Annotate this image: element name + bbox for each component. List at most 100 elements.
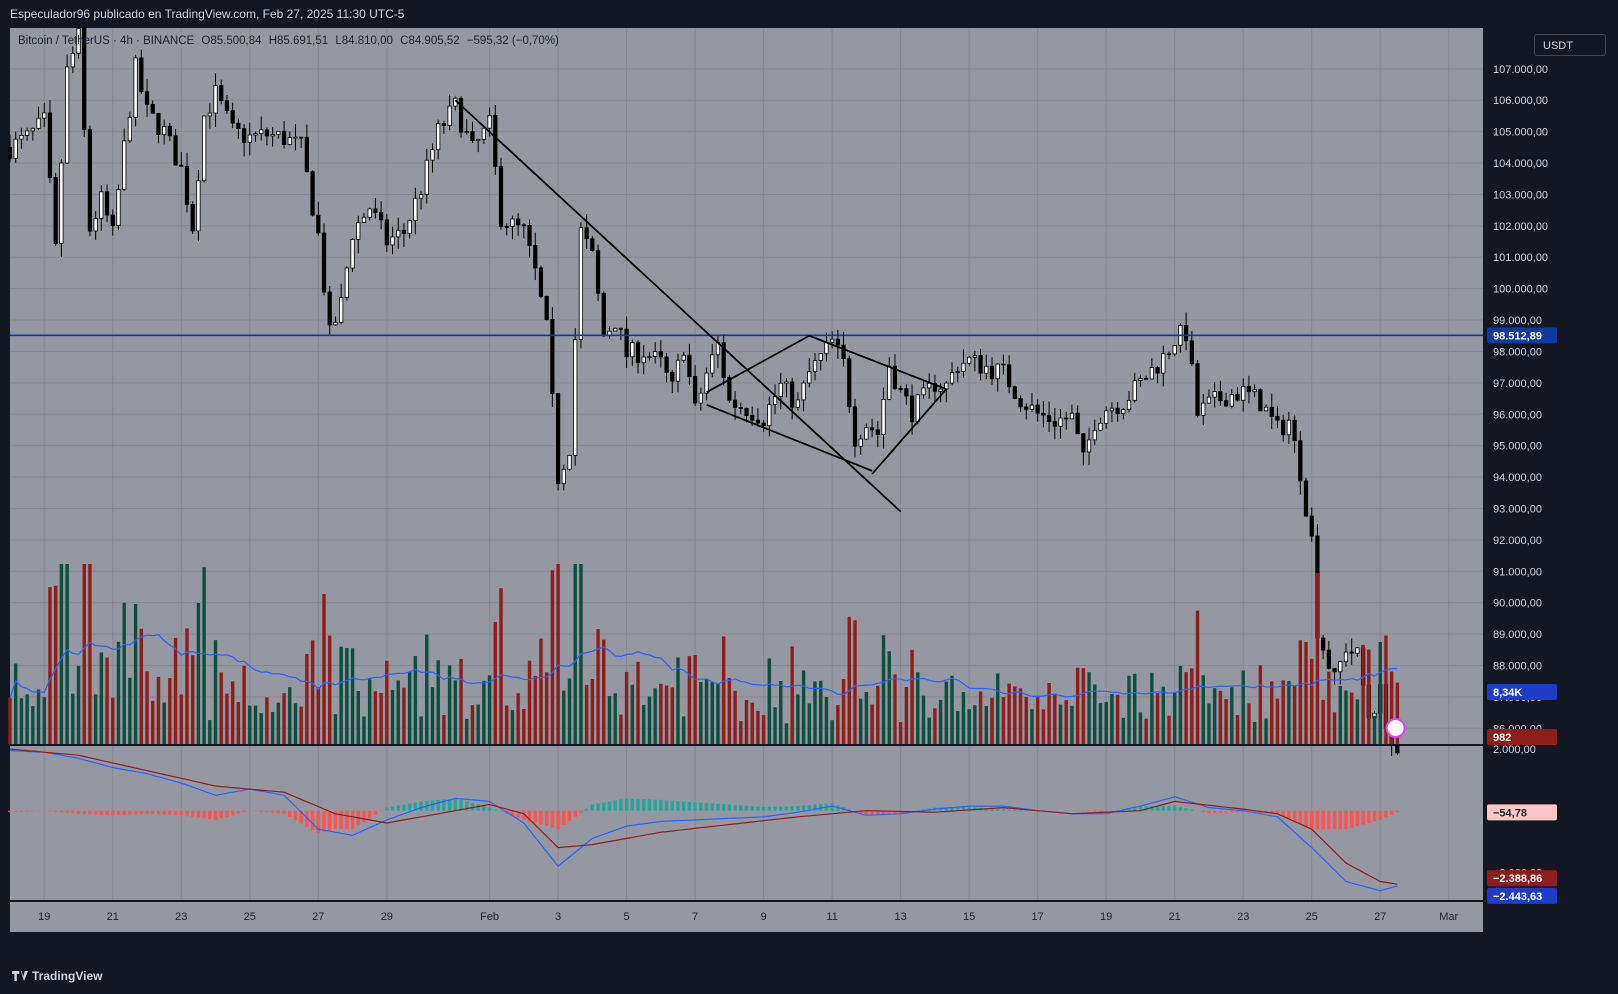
volume-bar [88,564,92,744]
volume-bar [1349,692,1354,744]
candle-body [1126,399,1132,411]
macd-histogram-bar [1150,806,1154,811]
macd-histogram-bar [967,806,971,811]
volume-bar [876,685,880,744]
macd-histogram-bar [350,810,355,830]
candle-body [670,371,675,382]
macd-histogram-bar [1127,808,1131,811]
macd-histogram-bar [482,806,486,811]
candle-body [544,295,549,320]
macd-signal-badge-bg [1487,870,1557,887]
macd-histogram-bar [1184,808,1188,811]
volume-bar [122,602,126,744]
volume-bar [71,693,75,744]
volume-bar [116,641,121,744]
macd-histogram-bar [813,804,817,811]
volume-bar [145,671,149,744]
candle-body [396,229,401,238]
macd-histogram-bar [179,810,183,816]
macd-histogram-bar [1201,810,1205,812]
volume-bar [910,649,914,744]
volume-bar [442,715,446,744]
volume-bar [504,705,509,744]
volume-bar [59,564,64,744]
volume-bar [950,675,954,744]
volume-ma-badge: 8,34K [1493,687,1522,699]
macd-histogram-bar [373,810,378,815]
candle-body [1206,396,1212,404]
currency-button[interactable]: USDT [1534,34,1606,56]
candle-body [710,354,715,374]
candle-body [858,438,863,447]
volume-bar [1332,712,1337,744]
macd-histogram-bar [1190,809,1194,811]
volume-bar [402,687,406,744]
volume-bar [1087,672,1091,744]
candle-body [1149,367,1154,380]
candle-body [938,388,943,392]
volume-bar [350,648,355,744]
macd-histogram-bar [1115,810,1120,811]
candle-body [99,191,104,219]
macd-histogram-bar [156,810,161,815]
time-tick-label: 7 [692,911,698,923]
time-axis-bg [10,902,1483,932]
candle-body [1201,402,1206,416]
volume-bar [407,671,412,744]
candle-body [1086,439,1092,453]
macd-histogram-bar [544,810,549,827]
candle-body [978,355,983,374]
macd-histogram-bar [550,810,555,828]
volume-bar [476,704,480,744]
candle-body [1298,440,1303,482]
tradingview-logo[interactable]: TradingView [12,969,102,983]
volume-bar [841,679,846,744]
volume-bar [105,657,109,744]
volume-bar [99,652,104,744]
candle-body [1332,668,1337,673]
candle-body [25,130,30,136]
candle-body [653,351,658,357]
volume-bar [1344,690,1348,744]
time-tick-label: Mar [1439,911,1458,923]
macd-histogram-bar [202,810,206,819]
hline-price-badge-bg [1487,327,1557,344]
macd-histogram-bar [756,806,760,811]
macd-histogram-bar [1001,809,1006,811]
legend-symbol[interactable]: Bitcoin / TetherUS · 4h · BINANCE [18,35,195,47]
candle-body [104,191,110,216]
macd-histogram-bar [1315,810,1320,830]
volume-bar [1275,698,1280,744]
candle-body [361,216,367,223]
macd-histogram-bar [390,806,395,811]
chart-svg[interactable]: 107.000,00 106.000,00 105.000,00 104.000,00… [8,26,1610,958]
macd-histogram-bar [727,804,732,811]
candle-body [595,250,601,294]
time-tick-label: 15 [963,911,975,923]
volume-bar [813,681,817,744]
candle-body [527,225,532,246]
volume-bar [196,603,201,744]
volume-bar [893,674,897,744]
volume-bar [739,721,743,744]
macd-histogram-bar [270,810,275,813]
volume-bar [573,564,577,744]
volume-bar [1212,688,1217,744]
volume-bar [36,689,41,744]
volume-bar [1172,693,1177,744]
candle-body [1281,419,1286,436]
candle-body [196,180,201,232]
price-pane-bg [10,28,1483,744]
volume-bar [699,682,703,744]
time-tick-label: 5 [624,911,630,923]
candle-body [373,208,378,213]
chart-container[interactable]: 107.000,00 106.000,00 105.000,00 104.000,00… [8,26,1610,958]
volume-bar [1110,694,1114,744]
macd-histogram-bar [1172,806,1177,811]
macd-histogram-bar [173,810,178,816]
candle-body [567,455,572,470]
macd-histogram-bar [1110,810,1114,812]
volume-bar [288,687,292,744]
candle-body [1184,325,1189,342]
candle-body [224,100,230,112]
